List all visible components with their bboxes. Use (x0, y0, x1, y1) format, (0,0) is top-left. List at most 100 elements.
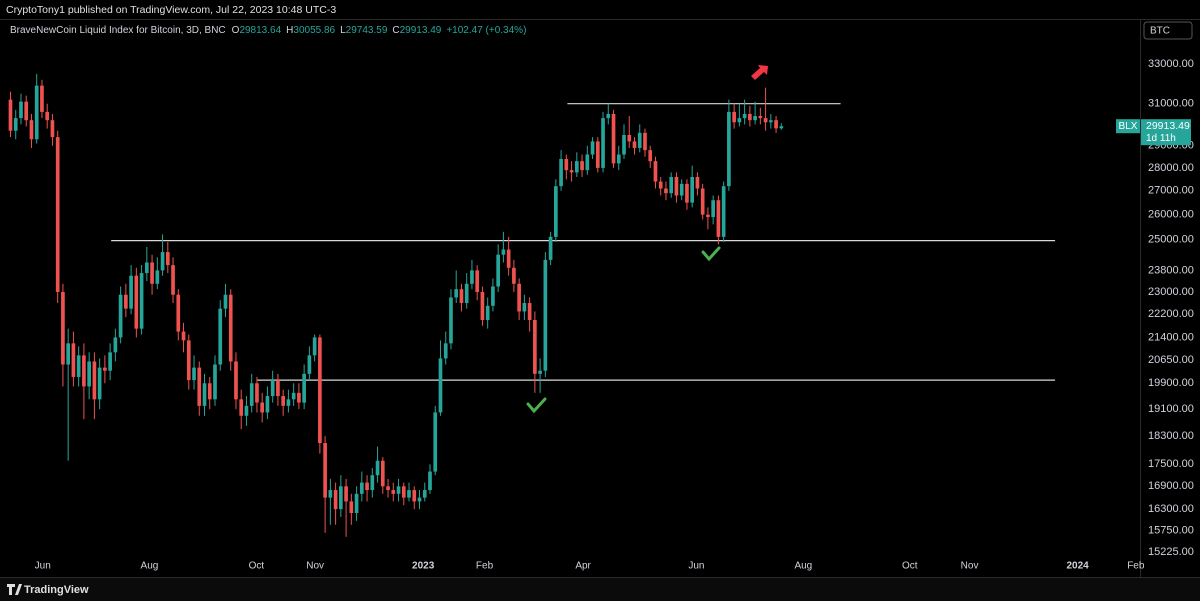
candle-body (165, 252, 170, 266)
candle-body (45, 111, 50, 121)
candle-body (19, 101, 23, 119)
candle-body (134, 275, 139, 329)
candle-body (774, 120, 778, 129)
candle-body (769, 120, 773, 123)
candle-body (569, 170, 574, 173)
candle-body (40, 85, 44, 112)
candle-body (527, 303, 532, 320)
y-tick-label: 19100.00 (1148, 403, 1194, 415)
candle-body (223, 294, 228, 309)
candle-body (480, 291, 485, 320)
candle-body (312, 337, 317, 356)
candle-body (192, 367, 196, 381)
candle-body (8, 99, 13, 131)
candle-body (34, 85, 39, 140)
legend-change: +102.47 (+0.34%) (446, 25, 526, 36)
candle-body (664, 188, 668, 194)
x-tick-label: Aug (794, 561, 812, 572)
candle-body (333, 490, 338, 510)
candle-body (627, 134, 632, 142)
candle-body (533, 319, 537, 374)
author-line: CryptoTony1 published on TradingView.com… (6, 4, 336, 16)
candle-body (396, 486, 401, 494)
candle-body (118, 294, 123, 338)
candle-body (286, 399, 291, 406)
candle-body (401, 486, 406, 498)
legend-key: H (286, 25, 293, 36)
symbol-box-text[interactable]: BTC (1150, 26, 1170, 37)
symbol-box[interactable] (1143, 21, 1193, 40)
x-tick-label: 2024 (1066, 561, 1089, 572)
legend-key: C (392, 25, 399, 36)
candle-body (501, 249, 506, 255)
price-symbol-box (1116, 119, 1140, 134)
footer-brand: TradingView (24, 584, 89, 596)
y-tick-label: 18300.00 (1148, 430, 1194, 442)
candle-body (459, 289, 464, 304)
y-tick-label: 27000.00 (1148, 185, 1194, 197)
candle-body (29, 120, 34, 140)
candle-body (150, 262, 154, 284)
candle-body (470, 270, 474, 284)
candle-body (71, 343, 76, 377)
candle-body (129, 275, 133, 309)
candle-body (113, 337, 118, 353)
candle-body (323, 443, 327, 498)
candle-body (255, 383, 259, 403)
candle-body (721, 186, 726, 237)
candle-body (585, 154, 590, 171)
candle-body (76, 355, 81, 377)
candle-body (422, 490, 427, 498)
candle-body (595, 141, 600, 168)
candle-body (197, 367, 202, 406)
candle-body (349, 501, 354, 513)
candle-body (679, 183, 684, 196)
candle-body (92, 361, 97, 400)
candle-body (265, 396, 270, 413)
candle-body (433, 412, 438, 472)
y-tick-label: 33000.00 (1148, 58, 1194, 70)
candle-body (344, 486, 348, 502)
y-tick-label: 17500.00 (1148, 458, 1194, 470)
legend-key: L (340, 25, 346, 36)
legend-title: BraveNewCoin Liquid Index for Bitcoin, 3… (10, 25, 226, 36)
legend-value: 29743.59 (346, 25, 388, 36)
candle-body (186, 340, 191, 381)
candle-body (276, 380, 280, 397)
candle-body (281, 396, 285, 406)
candle-body (606, 113, 611, 119)
y-tick-label: 15750.00 (1148, 525, 1194, 537)
candle-body (538, 370, 542, 374)
candle-body (354, 493, 359, 513)
y-tick-label: 20650.00 (1148, 354, 1194, 366)
candle-body (176, 294, 181, 332)
candle-body (732, 111, 736, 123)
candle-body (580, 161, 584, 171)
candle-body (485, 305, 490, 320)
candle-body (144, 262, 149, 274)
candle-body (653, 161, 658, 182)
candle-body (24, 101, 29, 121)
candle-body (244, 405, 249, 416)
y-tick-label: 15225.00 (1148, 546, 1194, 558)
x-tick-label: Nov (961, 561, 979, 572)
footer-logo (7, 584, 22, 595)
candle-body (716, 200, 721, 237)
candle-body (55, 137, 60, 292)
candle-body (475, 270, 480, 292)
candle-body (748, 113, 752, 121)
candle-body (260, 402, 265, 413)
check-mark (701, 246, 721, 262)
legend-value: 29913.49 (400, 25, 442, 36)
candle-body (454, 289, 459, 298)
candle-body (370, 475, 375, 491)
candle-body (548, 236, 553, 260)
candle-body (491, 286, 495, 306)
candle-body (742, 113, 747, 119)
candle-body (690, 176, 695, 203)
candle-body (155, 270, 160, 284)
candle-body (108, 352, 112, 371)
y-tick-label: 23000.00 (1148, 286, 1194, 298)
